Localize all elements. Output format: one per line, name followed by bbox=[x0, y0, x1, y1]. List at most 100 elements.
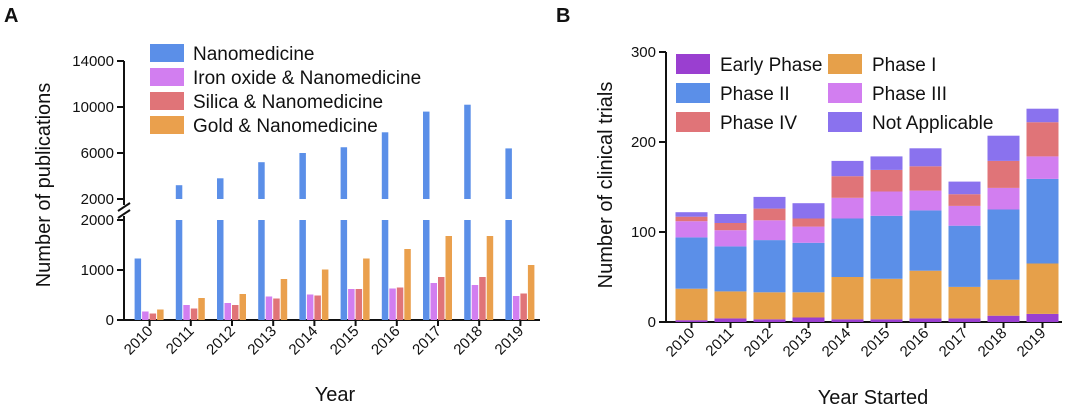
chart-b-bar-early-phase-i bbox=[987, 315, 1020, 322]
chart-b-legend-swatch-early-phase-i bbox=[676, 54, 710, 74]
chart-a-bar-gold-nanomedicine bbox=[321, 269, 329, 320]
chart-a-y-tick-label: 1000 bbox=[81, 262, 114, 279]
chart-b-bar-not-applicable bbox=[831, 160, 864, 177]
chart-a-bar-nanomedicine bbox=[258, 220, 265, 320]
chart-b-ylabel: Number of clinical trials bbox=[595, 82, 617, 289]
chart-b-bar-early-phase-i bbox=[753, 319, 786, 322]
chart-a-bar-nanomedicine bbox=[381, 220, 389, 320]
chart-b-legend-label-not-applicable: Not Applicable bbox=[872, 113, 993, 134]
chart-b-bar-phase-iv bbox=[792, 218, 825, 227]
chart-a-x-tick-label: 2017 bbox=[409, 323, 445, 359]
chart-b-bar-phase-iii bbox=[753, 220, 786, 241]
chart-a-bar-silica-nanomedicine bbox=[232, 305, 239, 320]
chart-a-y-tick-label: 2000 bbox=[81, 212, 114, 229]
chart-a-bar-nanomedicine bbox=[340, 220, 348, 320]
chart-b-bar-phase-i bbox=[909, 270, 942, 319]
chart-b-x-tick-label: 2011 bbox=[702, 325, 737, 360]
chart-b-y-tick-label: 100 bbox=[631, 224, 656, 241]
chart-a-x-tick-label: 2016 bbox=[368, 323, 404, 359]
chart-a-bar-silica-nanomedicine bbox=[314, 295, 321, 320]
chart-b-bar-phase-iv bbox=[870, 169, 903, 192]
chart-b-legend-label-phase-iv: Phase IV bbox=[720, 113, 797, 134]
chart-b-bar-phase-ii bbox=[753, 240, 786, 293]
chart-b-bar-phase-ii bbox=[831, 218, 864, 277]
chart-a-bar-nanomedicine bbox=[381, 132, 389, 199]
chart-b-bar-phase-iv bbox=[675, 216, 708, 222]
chart-b-legend-swatch-phase-i bbox=[828, 54, 862, 74]
chart-b-bar-phase-ii bbox=[909, 210, 942, 271]
chart-b-x-tick-label: 2014 bbox=[819, 325, 855, 361]
chart-b-x-tick-label: 2018 bbox=[975, 325, 1011, 361]
chart-b-bar-phase-i bbox=[870, 278, 903, 320]
chart-b-bar-not-applicable bbox=[909, 148, 942, 167]
chart-b-bar-not-applicable bbox=[948, 181, 981, 195]
chart-b-x-tick-label: 2012 bbox=[741, 325, 777, 361]
chart-a-y-tick-label: 6000 bbox=[81, 145, 114, 162]
chart-b-legend-swatch-phase-ii bbox=[676, 83, 710, 103]
chart-b-y-tick-label: 0 bbox=[648, 314, 656, 331]
chart-b-bar-phase-iv bbox=[909, 166, 942, 191]
chart-a-bar-gold-nanomedicine bbox=[404, 249, 411, 320]
chart-a-bar-iron-oxide-nanomedicine bbox=[430, 283, 437, 320]
chart-a-bar-silica-nanomedicine bbox=[355, 289, 363, 320]
chart-a-y-tick-label: 14000 bbox=[72, 53, 114, 70]
chart-a-bar-silica-nanomedicine bbox=[190, 308, 198, 320]
chart-b-bar-early-phase-i bbox=[870, 319, 903, 322]
chart-a-bar-nanomedicine bbox=[464, 220, 471, 320]
chart-b-x-tick-label: 2013 bbox=[780, 325, 816, 361]
chart-a-x-tick-label: 2014 bbox=[286, 323, 322, 359]
chart-a-x-tick-label: 2012 bbox=[203, 323, 239, 359]
chart-a-bar-nanomedicine bbox=[423, 111, 430, 199]
chart-b-bar-early-phase-i bbox=[1026, 313, 1059, 322]
chart-b-bar-phase-iii bbox=[714, 230, 747, 247]
chart-b-bar-phase-ii bbox=[792, 242, 825, 293]
chart-b-bar-phase-iii bbox=[909, 190, 942, 211]
chart-b-bar-early-phase-i bbox=[792, 317, 825, 322]
panel-label-a: A bbox=[4, 5, 18, 27]
chart-a-bar-gold-nanomedicine bbox=[486, 236, 494, 320]
chart-a-legend-label-iron-oxide-nanomedicine: Iron oxide & Nanomedicine bbox=[193, 68, 421, 89]
chart-b-x-tick-label: 2017 bbox=[936, 325, 972, 361]
chart-a-bar-nanomedicine bbox=[299, 153, 306, 199]
chart-b-legend-swatch-phase-iii bbox=[828, 83, 862, 103]
chart-a-legend-label-silica-nanomedicine: Silica & Nanomedicine bbox=[193, 92, 383, 113]
chart-b-y-tick-label: 300 bbox=[631, 44, 656, 61]
chart-a-axis-break-mark bbox=[117, 209, 131, 219]
chart-b-bar-phase-i bbox=[753, 292, 786, 320]
chart-b-bar-phase-i bbox=[948, 286, 981, 319]
chart-a-legend-swatch-gold-nanomedicine bbox=[150, 116, 184, 134]
chart-b-x-tick-label: 2016 bbox=[897, 325, 933, 361]
chart-b-bar-not-applicable bbox=[1026, 108, 1059, 123]
chart-a-bar-silica-nanomedicine bbox=[479, 277, 486, 320]
chart-a-legend-label-nanomedicine: Nanomedicine bbox=[193, 44, 314, 65]
chart-a-bar-gold-nanomedicine bbox=[157, 309, 164, 320]
chart-a-bar-iron-oxide-nanomedicine bbox=[389, 288, 396, 320]
chart-b-bar-early-phase-i bbox=[909, 318, 942, 322]
chart-b-legend-label-phase-i: Phase I bbox=[872, 55, 936, 76]
chart-a-axis-break-mark bbox=[117, 202, 131, 212]
chart-b-bar-phase-iii bbox=[1026, 156, 1059, 179]
chart-a-x-tick-label: 2019 bbox=[492, 323, 528, 359]
chart-a-bar-iron-oxide-nanomedicine bbox=[306, 294, 314, 320]
chart-b-bar-phase-iii bbox=[675, 221, 708, 238]
chart-a-x-tick-label: 2013 bbox=[244, 323, 280, 359]
chart-a-xlabel: Year bbox=[315, 384, 356, 406]
chart-b-bar-phase-ii bbox=[870, 215, 903, 279]
chart-b-bar-phase-ii bbox=[1026, 178, 1059, 264]
chart-b-bar-phase-iii bbox=[987, 187, 1020, 210]
chart-a-bar-iron-oxide-nanomedicine bbox=[183, 305, 190, 320]
chart-a-x-tick-label: 2010 bbox=[121, 323, 157, 359]
chart-b-xlabel: Year Started bbox=[818, 387, 928, 409]
chart-b-x-tick-label: 2015 bbox=[858, 325, 894, 361]
chart-a-bar-nanomedicine bbox=[464, 104, 471, 199]
chart-b-bar-early-phase-i bbox=[948, 318, 981, 322]
chart-a-bar-gold-nanomedicine bbox=[239, 294, 246, 320]
chart-a-legend-swatch-silica-nanomedicine bbox=[150, 92, 184, 110]
chart-b-bar-phase-i bbox=[714, 291, 747, 319]
chart-b-x-tick-label: 2019 bbox=[1014, 325, 1050, 361]
chart-a-bar-silica-nanomedicine bbox=[273, 298, 280, 320]
chart-a-bar-nanomedicine bbox=[340, 147, 348, 199]
chart-b-bar-phase-i bbox=[1026, 263, 1059, 314]
